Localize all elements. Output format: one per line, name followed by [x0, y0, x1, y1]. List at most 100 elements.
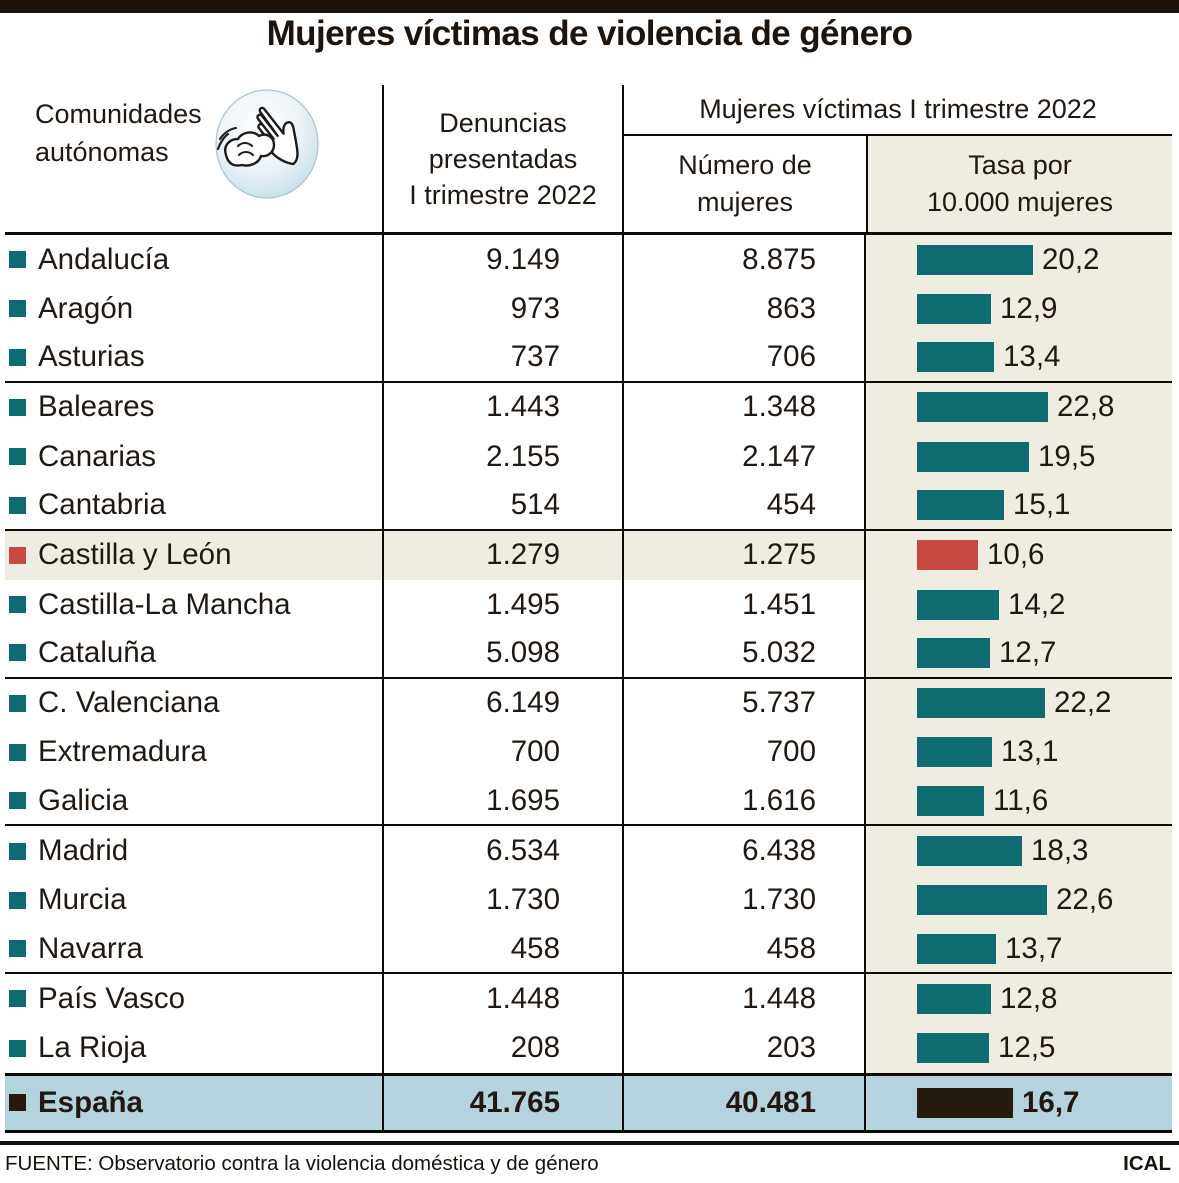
row-name-cell: Cantabria	[5, 481, 382, 528]
total-numero-value: 40.481	[725, 1085, 816, 1119]
row-region-label: La Rioja	[38, 1031, 147, 1065]
table-row: Castilla-La Mancha 1.495 1.451 14,2	[5, 579, 1172, 630]
row-numero-cell: 1.451	[622, 579, 864, 630]
row-denuncias-cell: 1.448	[382, 974, 622, 1024]
row-name-cell: Navarra	[5, 925, 382, 972]
row-denuncias-cell: 973	[382, 284, 622, 334]
row-name-cell: Castilla y León	[5, 531, 382, 580]
table-row: Madrid 6.534 6.438 18,3	[5, 826, 1172, 876]
table-row: Baleares 1.443 1.348 22,8	[5, 382, 1172, 433]
row-numero-cell: 5.737	[622, 678, 864, 728]
header-denuncias-line3: I trimestre 2022	[409, 179, 597, 210]
row-denuncias-cell: 700	[382, 727, 622, 778]
stop-hand-blocking-fist-icon	[213, 87, 321, 206]
row-tasa-cell: 22,6	[864, 875, 1172, 925]
row-region-label: Andalucía	[38, 242, 170, 276]
row-tasa-bar	[917, 441, 1029, 472]
table-row: Murcia 1.730 1.730 22,6	[5, 875, 1172, 925]
row-name-cell: La Rioja	[5, 1024, 382, 1073]
row-numero-cell: 1.348	[622, 382, 864, 433]
row-tasa-cell: 12,9	[864, 284, 1172, 334]
row-tasa-bar	[917, 1033, 989, 1064]
row-tasa-cell: 13,1	[864, 727, 1172, 778]
footer-rule	[0, 1141, 1179, 1145]
row-denuncias-value: 9.149	[486, 242, 560, 276]
row-numero-cell: 863	[622, 284, 864, 334]
table-body: Andalucía 9.149 8.875 20,2 Aragón 973 86…	[5, 235, 1172, 1073]
source-note: FUENTE: Observatorio contra la violencia…	[5, 1152, 599, 1175]
row-bullet-icon	[9, 743, 26, 761]
row-tasa-bar	[917, 293, 991, 324]
row-tasa-bar	[917, 490, 1004, 521]
row-region-label: País Vasco	[38, 981, 186, 1015]
row-tasa-cell: 19,5	[864, 432, 1172, 482]
row-denuncias-cell: 458	[382, 924, 622, 973]
row-denuncias-cell: 737	[382, 333, 622, 381]
row-tasa-cell: 11,6	[864, 777, 1172, 825]
row-name-cell: Galicia	[5, 777, 382, 824]
row-tasa-value: 12,5	[998, 1031, 1056, 1065]
row-name-cell: Andalucía	[5, 235, 382, 284]
row-numero-value: 458	[766, 931, 816, 965]
row-bullet-icon	[9, 596, 26, 614]
table-row: Extremadura 700 700 13,1	[5, 727, 1172, 778]
table-row: Aragón 973 863 12,9	[5, 284, 1172, 334]
row-numero-value: 2.147	[742, 439, 816, 473]
total-bullet-icon	[9, 1094, 26, 1112]
total-denuncias-cell: 41.765	[382, 1075, 622, 1130]
row-region-label: Madrid	[38, 834, 129, 868]
row-denuncias-value: 1.448	[486, 981, 560, 1015]
row-name-cell: C. Valenciana	[5, 679, 382, 728]
row-tasa-bar	[917, 785, 984, 816]
row-numero-value: 863	[766, 291, 816, 325]
table-row: Cantabria 514 454 15,1	[5, 481, 1172, 531]
row-region-label: Aragón	[38, 291, 134, 325]
row-tasa-value: 12,7	[999, 635, 1057, 669]
row-numero-value: 6.438	[742, 834, 816, 868]
row-denuncias-value: 700	[510, 735, 560, 769]
row-numero-cell: 5.032	[622, 629, 864, 677]
row-bullet-icon	[9, 940, 26, 958]
row-denuncias-value: 5.098	[486, 635, 560, 669]
header-victims-subrow: Número de mujeres Tasa por 10.000 mujere…	[624, 136, 1172, 232]
row-denuncias-value: 458	[510, 931, 560, 965]
row-bullet-icon	[9, 448, 26, 466]
row-bullet-icon	[9, 348, 26, 366]
table-row: Cataluña 5.098 5.032 12,7	[5, 629, 1172, 679]
row-numero-value: 1.451	[742, 587, 816, 621]
row-tasa-bar	[917, 737, 992, 768]
row-tasa-value: 12,9	[1000, 291, 1058, 325]
table-row: C. Valenciana 6.149 5.737 22,2	[5, 678, 1172, 728]
row-tasa-cell: 12,8	[864, 974, 1172, 1024]
row-denuncias-value: 1.279	[486, 538, 560, 572]
header-tasa-line2: 10.000 mujeres	[926, 187, 1114, 217]
row-numero-cell: 6.438	[622, 826, 864, 876]
row-tasa-value: 13,7	[1005, 931, 1063, 965]
row-bullet-icon	[9, 990, 26, 1008]
row-numero-value: 1.616	[742, 783, 816, 817]
data-table: Comunidades autónomas	[5, 85, 1172, 1133]
header-numero-cell: Número de mujeres	[624, 136, 866, 232]
total-tasa-value: 16,7	[1022, 1085, 1080, 1119]
row-denuncias-value: 973	[510, 291, 560, 325]
row-numero-value: 203	[766, 1031, 816, 1065]
row-tasa-value: 13,1	[1001, 735, 1059, 769]
total-tasa-cell: 16,7	[864, 1075, 1172, 1130]
row-numero-value: 454	[766, 488, 816, 522]
row-name-cell: Aragón	[5, 284, 382, 333]
row-bullet-icon	[9, 842, 26, 860]
row-denuncias-cell: 1.730	[382, 875, 622, 925]
row-name-cell: Baleares	[5, 383, 382, 432]
row-tasa-cell: 10,6	[864, 530, 1172, 580]
row-tasa-value: 11,6	[993, 783, 1049, 817]
table-row: Galicia 1.695 1.616 11,6	[5, 777, 1172, 827]
row-bullet-icon	[9, 398, 26, 416]
row-name-cell: Asturias	[5, 334, 382, 381]
row-bullet-icon	[9, 694, 26, 712]
row-region-label: Navarra	[38, 931, 143, 965]
header-denuncias-cell: Denuncias presentadas I trimestre 2022	[382, 85, 622, 232]
row-tasa-value: 14,2	[1008, 587, 1066, 621]
row-tasa-value: 22,6	[1056, 883, 1114, 917]
row-denuncias-cell: 514	[382, 481, 622, 529]
row-tasa-bar	[917, 589, 999, 620]
